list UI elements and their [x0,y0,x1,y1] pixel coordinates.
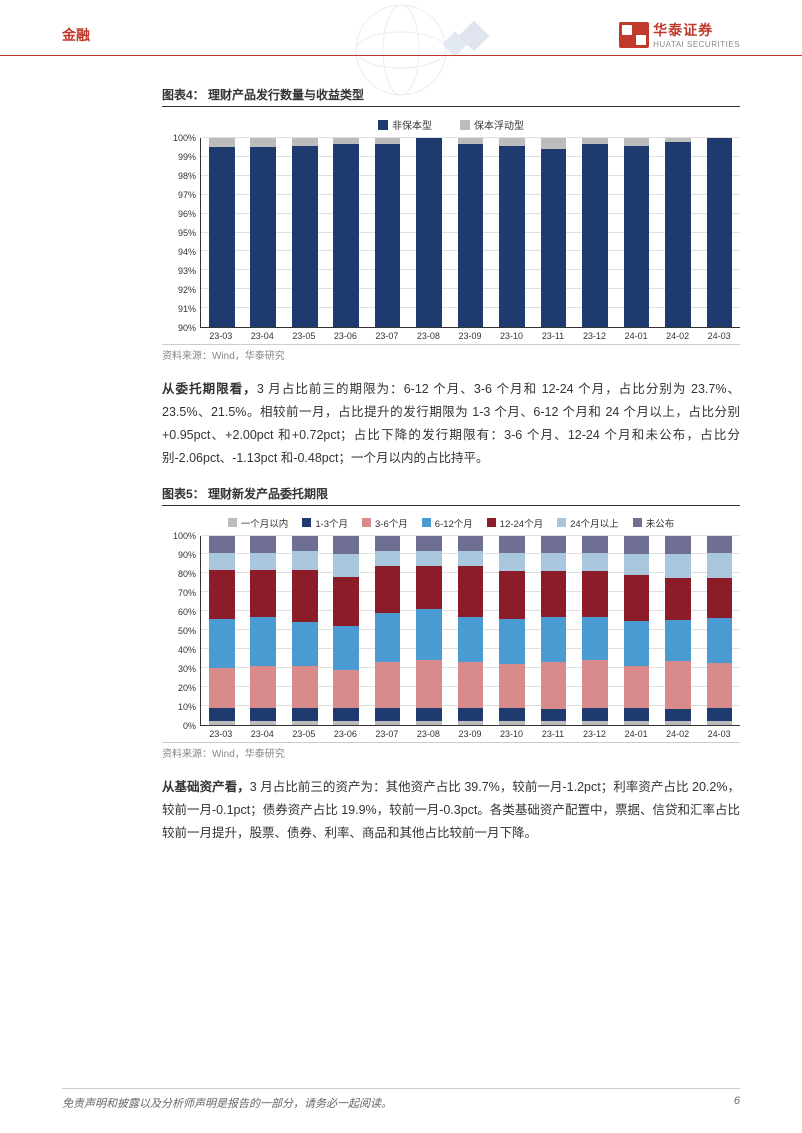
chart5-area: 0%10%20%30%40%50%60%70%80%90%100% [162,536,740,726]
content: 图表4： 理财产品发行数量与收益类型 非保本型保本浮动型 90%91%92%93… [0,56,802,845]
chart4-area: 90%91%92%93%94%95%96%97%98%99%100% [162,138,740,328]
chart4-xaxis: 23-0323-0423-0523-0623-0723-0823-0923-10… [200,331,740,341]
logo-en: HUATAI SECURITIES [653,40,740,49]
chart4-source: 资料来源：Wind，华泰研究 [162,344,740,362]
footer-page: 6 [734,1095,740,1111]
page-footer: 免责声明和披露以及分析师声明是报告的一部分，请务必一起阅读。 6 [62,1088,740,1111]
footer-disclaimer: 免责声明和披露以及分析师声明是报告的一部分，请务必一起阅读。 [62,1095,392,1111]
chart5-title: 图表5： 理财新发产品委托期限 [162,485,740,506]
chart4-title: 图表4： 理财产品发行数量与收益类型 [162,86,740,107]
logo-text: 华泰证券 HUATAI SECURITIES [653,20,740,49]
chart4-yaxis: 90%91%92%93%94%95%96%97%98%99%100% [162,138,200,328]
chart5-xaxis: 23-0323-0423-0523-0623-0723-0823-0923-10… [200,729,740,739]
chart5-legend: 一个月以内1-3个月3-6个月6-12个月12-24个月24个月以上未公布 [162,516,740,530]
logo-cn: 华泰证券 [653,20,740,40]
logo: 华泰证券 HUATAI SECURITIES [619,20,740,49]
logo-mark-icon [619,22,649,48]
chart5-plot [200,536,740,726]
chart5-yaxis: 0%10%20%30%40%50%60%70%80%90%100% [162,536,200,726]
chart4-legend: 非保本型保本浮动型 [162,117,740,132]
paragraph-1: 从委托期限看，3 月占比前三的期限为：6-12 个月、3-6 个月和 12-24… [162,378,740,471]
section-label: 金融 [62,25,90,45]
chart4: 非保本型保本浮动型 90%91%92%93%94%95%96%97%98%99%… [162,117,740,341]
page-header: 金融 华泰证券 HUATAI SECURITIES [0,0,802,56]
chart5: 一个月以内1-3个月3-6个月6-12个月12-24个月24个月以上未公布 0%… [162,516,740,739]
paragraph-2: 从基础资产看，3 月占比前三的资产为：其他资产占比 39.7%，较前一月-1.2… [162,776,740,845]
chart4-plot [200,138,740,328]
chart5-source: 资料来源：Wind，华泰研究 [162,742,740,760]
